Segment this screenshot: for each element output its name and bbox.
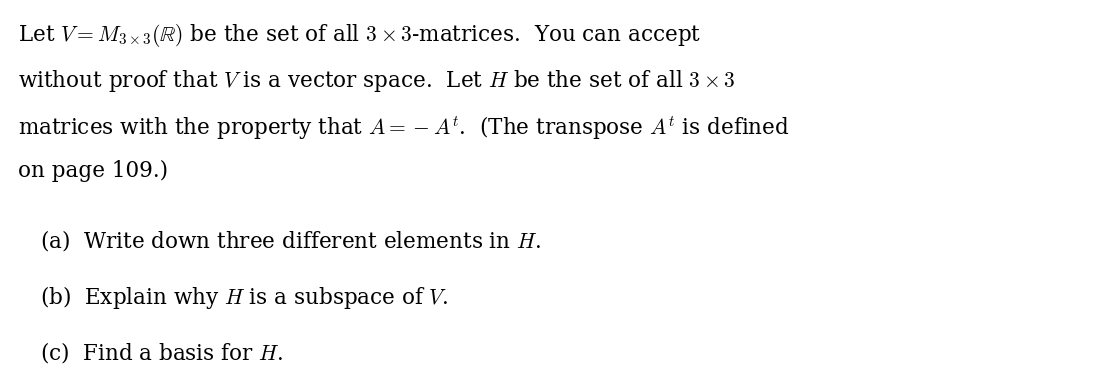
Text: (a)  Write down three different elements in $H$.: (a) Write down three different elements … bbox=[39, 228, 541, 253]
Text: Let $V = M_{3\times3}(\mathbb{R})$ be the set of all $3 \times 3$-matrices.  You: Let $V = M_{3\times3}(\mathbb{R})$ be th… bbox=[18, 22, 701, 49]
Text: (c)  Find a basis for $H$.: (c) Find a basis for $H$. bbox=[39, 340, 284, 365]
Text: (b)  Explain why $H$ is a subspace of $V$.: (b) Explain why $H$ is a subspace of $V$… bbox=[39, 284, 448, 311]
Text: without proof that $V$ is a vector space.  Let $H$ be the set of all $3 \times 3: without proof that $V$ is a vector space… bbox=[18, 68, 735, 94]
Text: matrices with the property that $A = -A^t$.  (The transpose $A^t$ is defined: matrices with the property that $A = -A^… bbox=[18, 114, 789, 142]
Text: on page 109.): on page 109.) bbox=[18, 160, 168, 182]
